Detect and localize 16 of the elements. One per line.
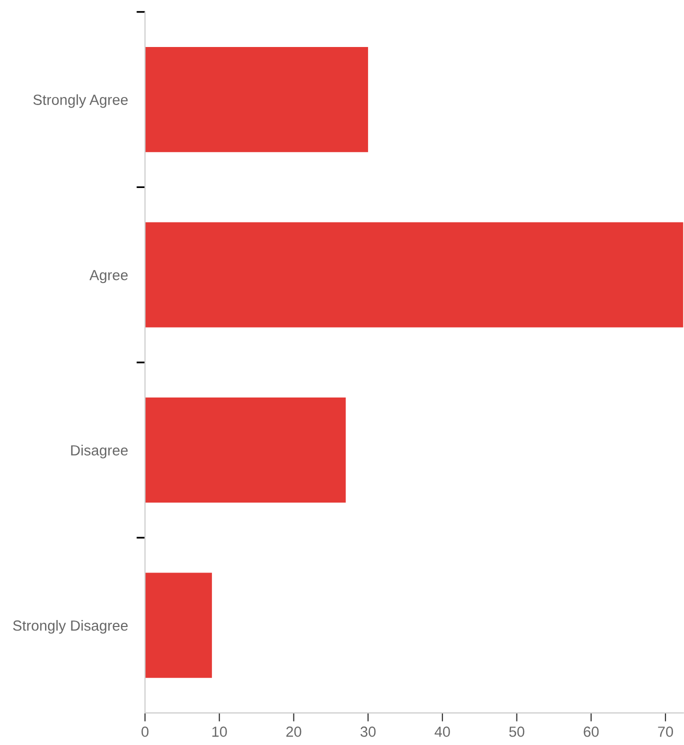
x-tick-label: 30 [360, 726, 376, 737]
x-tick-label: 60 [584, 726, 599, 737]
x-tick-label: 0 [142, 726, 148, 737]
x-tick-label: 50 [509, 726, 524, 737]
y-tick-label: Strongly Disagree [13, 620, 128, 634]
bar [145, 222, 684, 328]
x-tick-label: 40 [434, 726, 450, 737]
bar [145, 397, 346, 503]
bar [145, 572, 212, 678]
x-tick-label: 70 [658, 726, 674, 737]
bar [145, 46, 368, 152]
y-tick-label: Disagree [71, 444, 128, 458]
y-tick-label: Agree [89, 270, 128, 284]
x-tick-label: 10 [212, 726, 227, 737]
x-tick-label: 20 [286, 726, 302, 737]
y-tick-label: Strongly Agree [33, 94, 128, 108]
